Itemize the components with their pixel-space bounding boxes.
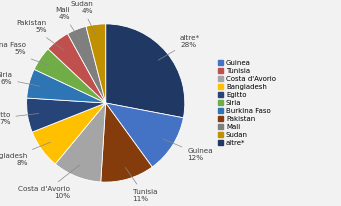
Wedge shape <box>101 103 152 182</box>
Wedge shape <box>32 103 106 164</box>
Wedge shape <box>27 69 106 103</box>
Wedge shape <box>27 98 106 132</box>
Text: Siria
6%: Siria 6% <box>0 73 40 86</box>
Text: Burkina Faso
5%: Burkina Faso 5% <box>0 42 49 66</box>
Wedge shape <box>106 24 185 118</box>
Wedge shape <box>48 34 106 103</box>
Text: Pakistan
5%: Pakistan 5% <box>16 20 64 50</box>
Wedge shape <box>86 24 106 103</box>
Text: Bangladesh
8%: Bangladesh 8% <box>0 142 51 166</box>
Text: Mali
4%: Mali 4% <box>56 7 80 40</box>
Text: Tunisia
11%: Tunisia 11% <box>125 167 157 202</box>
Text: Sudan
4%: Sudan 4% <box>71 1 97 36</box>
Wedge shape <box>68 26 106 103</box>
Wedge shape <box>34 49 106 103</box>
Legend: Guinea, Tunisia, Costa d'Avorio, Bangladesh, Egitto, Siria, Burkina Faso, Pakist: Guinea, Tunisia, Costa d'Avorio, Banglad… <box>218 60 276 146</box>
Text: Guinea
12%: Guinea 12% <box>163 139 213 161</box>
Text: Costa d'Avorio
10%: Costa d'Avorio 10% <box>18 165 80 199</box>
Text: altre*
28%: altre* 28% <box>158 35 200 60</box>
Text: Egitto
7%: Egitto 7% <box>0 112 39 125</box>
Wedge shape <box>55 103 106 182</box>
Wedge shape <box>106 103 183 167</box>
